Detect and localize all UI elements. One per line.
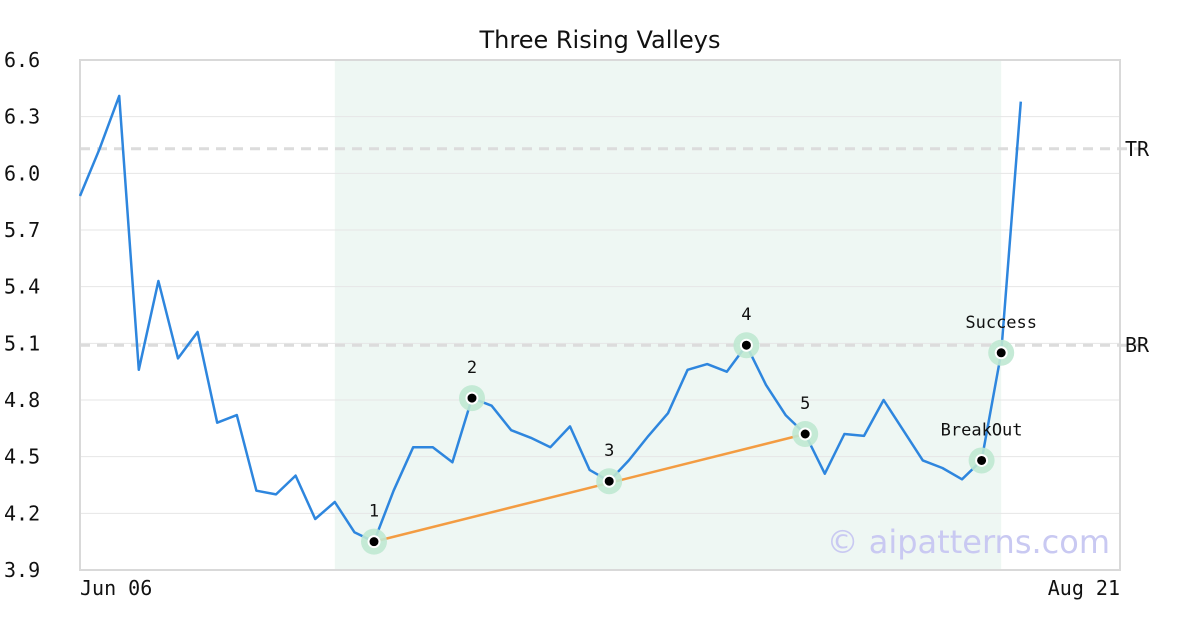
pattern-point-4 (739, 338, 753, 352)
y-tick-label: 5.7 (4, 218, 40, 242)
pattern-point-1 (367, 535, 381, 549)
level-label-br: BR (1125, 333, 1150, 357)
y-tick-label: 5.4 (4, 275, 40, 299)
pattern-highlight-band (334, 60, 1002, 570)
pattern-point-5 (798, 427, 812, 441)
pattern-point-3 (602, 474, 616, 488)
pattern-point-success (994, 346, 1008, 360)
pattern-label-3: 3 (604, 441, 614, 461)
y-tick-label: 4.5 (4, 445, 40, 469)
y-tick-label: 5.1 (4, 331, 40, 355)
pattern-label-1: 1 (369, 502, 379, 522)
y-tick-label: 3.9 (4, 558, 40, 582)
chart-title: Three Rising Valleys (478, 26, 720, 54)
plot-frame (79, 59, 1121, 571)
y-tick-label: 6.6 (4, 48, 40, 72)
y-tick-label: 6.3 (4, 105, 40, 129)
pattern-point-2 (465, 391, 479, 405)
pattern-label-4: 4 (741, 305, 751, 325)
pattern-label-2: 2 (467, 358, 477, 378)
pattern-label-success: Success (965, 313, 1037, 333)
pattern-label-5: 5 (800, 394, 810, 414)
level-label-tr: TR (1125, 137, 1150, 161)
valley-support-line (373, 432, 806, 543)
y-tick-label: 4.2 (4, 501, 40, 525)
y-tick-label: 4.8 (4, 388, 40, 412)
x-tick-label: Jun 06 (80, 576, 152, 600)
price-line (78, 94, 1023, 543)
y-tick-label: 6.0 (4, 161, 40, 185)
x-tick-label: Aug 21 (1048, 576, 1120, 600)
watermark: © aipatterns.com (827, 523, 1110, 561)
pattern-point-breakout (975, 453, 989, 467)
pattern-label-breakout: BreakOut (941, 420, 1023, 440)
